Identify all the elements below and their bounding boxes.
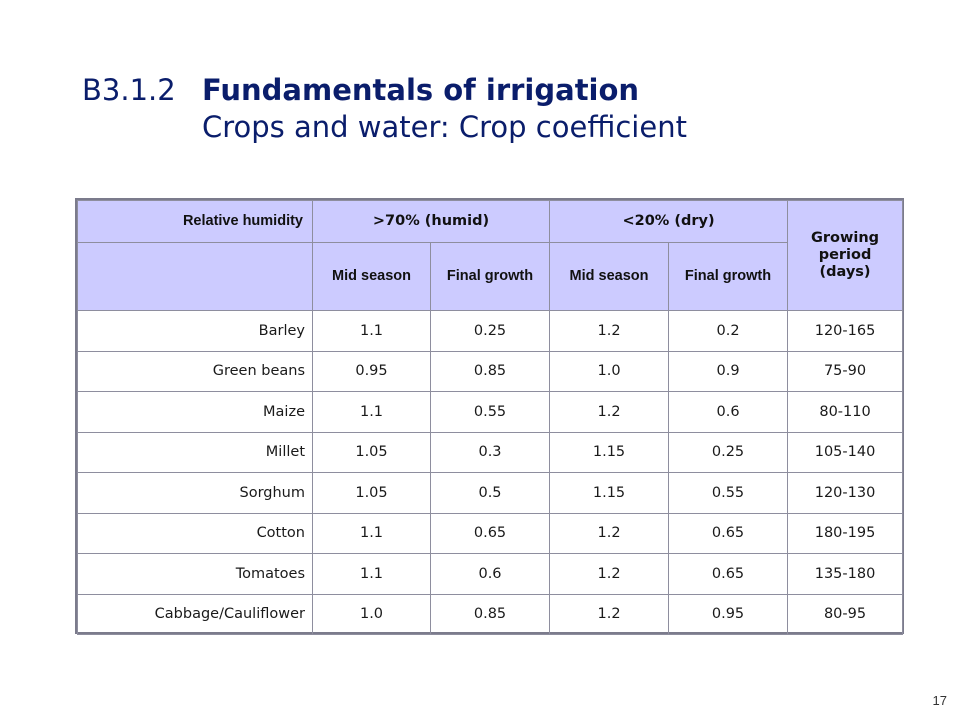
humid-final-growth-cell: 0.5 [429, 472, 551, 514]
humid-mid-season-cell: 1.1 [312, 553, 431, 595]
crop-name-cell: Maize [77, 391, 313, 433]
humid-final-growth-cell: 0.65 [429, 512, 551, 554]
crop-name-cell: Green beans [77, 350, 313, 392]
dry-mid-season-cell: 1.2 [549, 512, 670, 554]
humid-mid-season-cell: 1.1 [312, 391, 431, 433]
dry-final-growth-cell: 0.9 [668, 350, 789, 392]
table-header: Relative humidity >70% (humid) <20% (dry… [77, 200, 904, 311]
humid-mid-season-cell: 1.0 [312, 593, 431, 635]
table-row: Maize 1.1 0.55 1.2 0.6 80-110 [77, 391, 904, 433]
dry-mid-season-cell: 1.2 [549, 553, 670, 595]
growing-period-cell: 135-180 [787, 553, 904, 595]
table-row: Millet 1.05 0.3 1.15 0.25 105-140 [77, 431, 904, 473]
section-number: B3.1.2 [82, 73, 176, 107]
dry-final-growth-cell: 0.6 [668, 391, 789, 433]
crop-coefficient-table: Relative humidity >70% (humid) <20% (dry… [77, 200, 904, 635]
humid-final-growth-cell: 0.85 [429, 593, 551, 635]
humid-final-growth-cell: 0.3 [429, 431, 551, 473]
dry-final-growth-cell: 0.95 [668, 593, 789, 635]
table-row: Tomatoes 1.1 0.6 1.2 0.65 135-180 [77, 553, 904, 595]
page-number: 17 [932, 693, 947, 708]
humid-mid-season-cell: 1.1 [312, 310, 431, 352]
empty-header-cell [77, 242, 313, 311]
humid-mid-season-cell: 0.95 [312, 350, 431, 392]
header-row-stages: Mid season Final growth Mid season Final… [77, 242, 903, 311]
table-body: Barley 1.1 0.25 1.2 0.2 120-165 Green be… [77, 310, 904, 635]
humid-mid-season-header: Mid season [312, 242, 431, 311]
humid-final-growth-cell: 0.55 [429, 391, 551, 433]
growing-period-cell: 80-110 [787, 391, 904, 433]
growing-period-cell: 120-130 [787, 472, 904, 514]
dry-final-growth-cell: 0.2 [668, 310, 789, 352]
dry-mid-season-header: Mid season [549, 242, 670, 311]
dry-final-growth-cell: 0.65 [668, 512, 789, 554]
humid-mid-season-cell: 1.05 [312, 472, 431, 514]
crop-name-cell: Tomatoes [77, 553, 313, 595]
dry-final-growth-cell: 0.55 [668, 472, 789, 514]
dry-mid-season-cell: 1.15 [549, 431, 670, 473]
growing-period-cell: 80-95 [787, 593, 904, 635]
humid-mid-season-cell: 1.1 [312, 512, 431, 554]
table-row: Sorghum 1.05 0.5 1.15 0.55 120-130 [77, 472, 904, 514]
table-row: Cotton 1.1 0.65 1.2 0.65 180-195 [77, 512, 904, 554]
growing-period-header: Growing period (days) [787, 200, 904, 311]
growing-period-cell: 180-195 [787, 512, 904, 554]
title-line: B3.1.2 Fundamentals of irrigation [82, 72, 687, 109]
humid-final-growth-cell: 0.85 [429, 350, 551, 392]
header-row-humidity: Relative humidity >70% (humid) <20% (dry… [77, 200, 904, 311]
crop-name-cell: Millet [77, 431, 313, 473]
growing-period-cell: 75-90 [787, 350, 904, 392]
crop-name-cell: Cabbage/Cauliflower [77, 593, 313, 635]
dry-final-growth-cell: 0.25 [668, 431, 789, 473]
crop-name-cell: Barley [77, 310, 313, 352]
dry-mid-season-cell: 1.0 [549, 350, 670, 392]
dry-header: <20% (dry) [549, 200, 789, 243]
relative-humidity-header: Relative humidity [77, 200, 313, 243]
humid-header: >70% (humid) [311, 200, 551, 243]
dry-final-growth-header: Final growth [668, 242, 789, 311]
table-row: Cabbage/Cauliflower 1.0 0.85 1.2 0.95 80… [77, 593, 904, 635]
crop-coefficient-table-container: Relative humidity >70% (humid) <20% (dry… [75, 198, 904, 635]
table-row: Barley 1.1 0.25 1.2 0.2 120-165 [77, 310, 904, 352]
dry-mid-season-cell: 1.2 [549, 593, 670, 635]
growing-period-cell: 105-140 [787, 431, 904, 473]
crop-name-cell: Sorghum [77, 472, 313, 514]
main-title: Fundamentals of irrigation [202, 73, 640, 107]
crop-name-cell: Cotton [77, 512, 313, 554]
humid-final-growth-header: Final growth [429, 242, 551, 311]
growing-period-cell: 120-165 [787, 310, 904, 352]
dry-mid-season-cell: 1.2 [549, 391, 670, 433]
humid-final-growth-cell: 0.25 [429, 310, 551, 352]
table-row: Green beans 0.95 0.85 1.0 0.9 75-90 [77, 350, 904, 392]
dry-final-growth-cell: 0.65 [668, 553, 789, 595]
humid-final-growth-cell: 0.6 [429, 553, 551, 595]
slide-title: B3.1.2 Fundamentals of irrigation Crops … [82, 72, 687, 146]
humid-mid-season-cell: 1.05 [312, 431, 431, 473]
subtitle: Crops and water: Crop coefficient [202, 110, 687, 144]
dry-mid-season-cell: 1.15 [549, 472, 670, 514]
dry-mid-season-cell: 1.2 [549, 310, 670, 352]
